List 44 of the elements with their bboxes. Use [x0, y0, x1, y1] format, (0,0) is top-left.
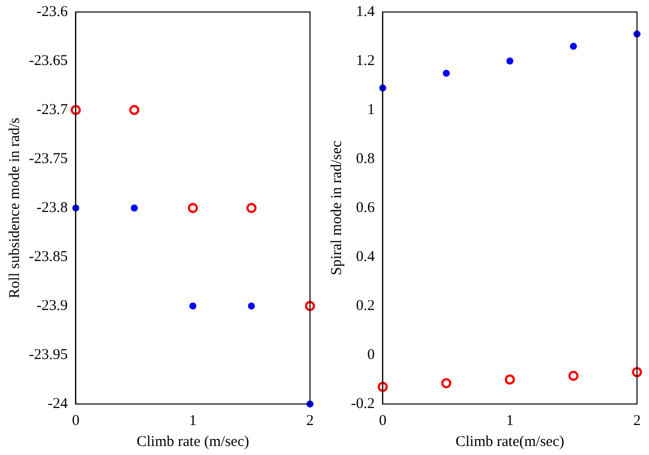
y-tick-label: -23.6: [36, 4, 68, 20]
y-tick-label: -23.95: [28, 346, 68, 363]
y-tick-label: -24: [48, 396, 68, 412]
point: [246, 202, 257, 214]
y-tick-label: 1.2: [356, 52, 375, 69]
y-tick-label: -23.9: [36, 298, 68, 314]
y-tick-label: 1.4: [356, 4, 376, 20]
y-tick-label: -0.2: [350, 396, 375, 412]
y-axis-title: Roll subsidence mode in rad/s: [6, 117, 23, 298]
point: [442, 70, 450, 77]
point: [129, 104, 140, 116]
x-tick-label: 1: [506, 412, 514, 429]
y-tick-label: 0.8: [356, 150, 375, 167]
y-tick-label: 0: [367, 346, 375, 363]
x-tick-label: 2: [306, 412, 314, 429]
y-axis-title: Spiral mode in rad/sec: [328, 140, 345, 276]
x-tick-label: 0: [378, 412, 386, 429]
point: [568, 370, 579, 381]
point: [378, 382, 388, 392]
x-tick-label: 2: [633, 412, 641, 429]
point: [632, 367, 642, 378]
y-tick-label: -23.75: [28, 150, 68, 167]
point: [570, 42, 577, 50]
x-axis-title: Climb rate (m/sec): [136, 434, 250, 450]
point: [441, 378, 452, 388]
y-tick-label: -23.7: [36, 102, 68, 118]
x-tick-label: 1: [189, 412, 197, 429]
point: [189, 302, 196, 310]
x-axis-title: Climb rate(m/sec): [456, 434, 564, 450]
y-tick-label: -23.65: [28, 52, 68, 69]
y-tick-label: -23.85: [28, 248, 68, 265]
point: [188, 202, 198, 214]
y-tick-label: 0.6: [356, 200, 376, 216]
y-tick-label: 0.4: [356, 248, 376, 265]
x-tick-label: 0: [72, 412, 80, 429]
point: [248, 302, 255, 310]
point: [504, 374, 515, 385]
point: [506, 58, 514, 64]
y-tick-label: 0.2: [356, 298, 375, 314]
point: [130, 204, 138, 212]
point: [304, 300, 316, 312]
y-tick-label: 1: [367, 102, 375, 118]
y-tick-label: -23.8: [36, 200, 68, 216]
point: [70, 104, 81, 116]
